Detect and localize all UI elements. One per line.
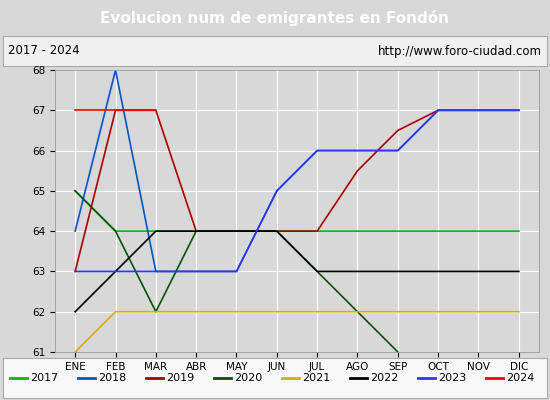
Text: 2023: 2023 (438, 373, 466, 383)
Text: 2017 - 2024: 2017 - 2024 (8, 44, 80, 58)
Text: Evolucion num de emigrantes en Fondón: Evolucion num de emigrantes en Fondón (101, 10, 449, 26)
Text: 2017: 2017 (30, 373, 58, 383)
Text: 2020: 2020 (234, 373, 262, 383)
Text: http://www.foro-ciudad.com: http://www.foro-ciudad.com (378, 44, 542, 58)
Text: 2022: 2022 (370, 373, 399, 383)
Text: 2019: 2019 (166, 373, 194, 383)
Text: 2024: 2024 (507, 373, 535, 383)
Text: 2018: 2018 (98, 373, 126, 383)
Text: 2021: 2021 (302, 373, 331, 383)
